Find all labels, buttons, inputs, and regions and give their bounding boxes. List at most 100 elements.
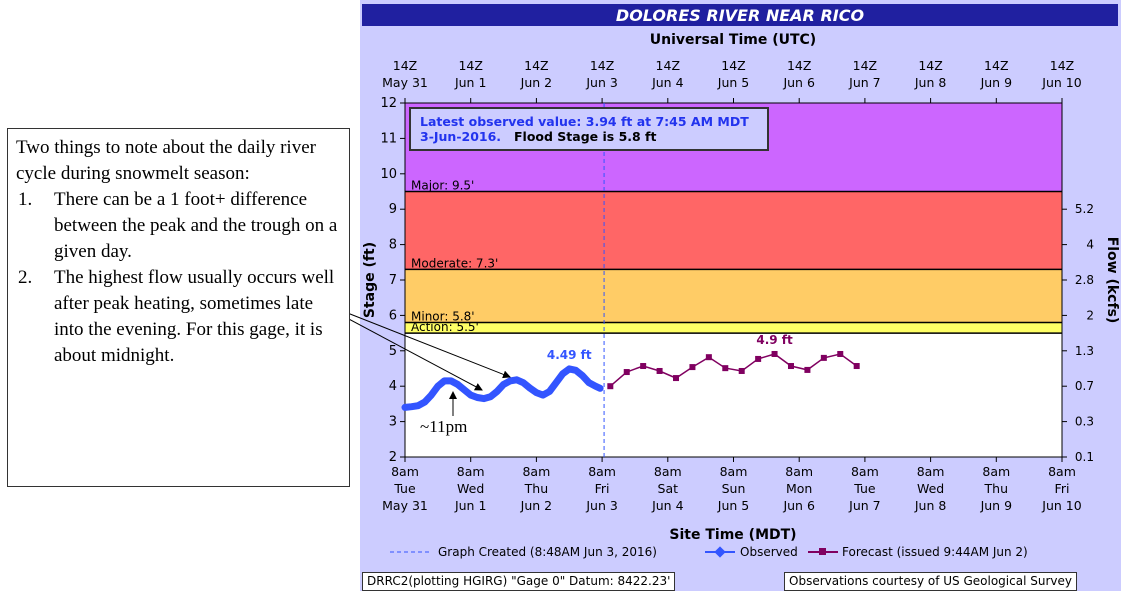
flood-label: Major: 9.5' — [411, 179, 474, 193]
x-tick-label: 8am Sun Jun 5 — [717, 464, 750, 513]
forecast-point — [673, 375, 680, 382]
observed-point — [592, 383, 599, 390]
observed-point — [500, 381, 507, 388]
forecast-point — [640, 363, 647, 370]
y-axis-title: Stage (ft) — [362, 242, 378, 318]
forecast-point — [722, 365, 729, 372]
y2-tick-label: 4 — [1086, 238, 1094, 252]
y2-tick-label: 1.3 — [1075, 344, 1094, 358]
x-tick-label: 8am Sat Jun 4 — [652, 464, 684, 513]
observed-point — [480, 395, 487, 402]
forecast-point — [689, 364, 696, 371]
observed-point — [566, 365, 573, 372]
flood-label: Moderate: 7.3' — [411, 256, 498, 270]
flood-band — [405, 269, 1062, 323]
observed-point — [428, 392, 435, 399]
chart-title: DOLORES RIVER NEAR RICO — [616, 6, 865, 25]
flood-label: Action: 5.5' — [411, 320, 479, 334]
info-flood: Flood Stage is 5.8 ft — [514, 129, 656, 144]
footer-right: Observations courtesy of US Geological S… — [784, 572, 1077, 591]
observed-point — [467, 392, 474, 399]
note-item: 2. The highest flow usually occurs well a… — [16, 265, 341, 369]
note-intro: Two things to note about the daily river… — [16, 137, 316, 184]
top-tick-label: 14Z Jun 4 — [652, 58, 684, 90]
observed-point — [408, 403, 415, 410]
observed-point — [526, 384, 533, 391]
legend-created: Graph Created (8:48AM Jun 3, 2016) — [438, 545, 657, 559]
forecast-point — [787, 363, 794, 370]
x-tick-label: 8am Thu Jun 9 — [980, 464, 1013, 513]
info-box — [409, 107, 769, 151]
observed-point — [546, 388, 553, 395]
observed-point — [507, 377, 514, 384]
info-line: Latest observed value: 3.94 ft at 7:45 A… — [420, 114, 749, 129]
y-tick-label: 4 — [389, 379, 397, 394]
y-tick-label: 12 — [380, 96, 397, 111]
observed-point — [434, 383, 441, 390]
forecast-point — [738, 367, 745, 374]
observed-point — [513, 376, 520, 383]
legend-forecast-marker — [819, 548, 826, 555]
observed-point — [474, 394, 481, 401]
forecast-point — [853, 363, 860, 370]
x-axis-title: Site Time (MDT) — [669, 527, 796, 543]
top-axis-title: Universal Time (UTC) — [650, 32, 816, 48]
observed-point — [487, 393, 494, 400]
peak-label: 4.9 ft — [756, 333, 793, 347]
observed-point — [572, 367, 579, 374]
note-marker: 2. — [18, 267, 33, 288]
top-tick-label: 14Z Jun 7 — [849, 58, 881, 90]
observed-point — [559, 370, 566, 377]
top-tick-label: 14Z Jun 5 — [717, 58, 750, 90]
x-tick-label: 8am Tue Jun 7 — [849, 464, 881, 513]
observed-point — [454, 381, 461, 388]
top-tick-label: 14Z Jun 10 — [1042, 58, 1082, 90]
x-tick-label: 8am Wed Jun 8 — [914, 464, 947, 513]
y-tick-label: 9 — [389, 202, 397, 217]
legend-observed-marker — [714, 546, 726, 558]
flood-band — [405, 322, 1062, 334]
note-marker: 1. — [18, 189, 33, 210]
x-tick-label: 8am Thu Jun 2 — [520, 464, 553, 513]
y2-tick-label: 0.7 — [1075, 379, 1094, 393]
forecast-point — [656, 367, 663, 374]
legend-forecast: Forecast (issued 9:44AM Jun 2) — [842, 545, 1028, 559]
forecast-point — [820, 354, 827, 361]
title-bar — [362, 4, 1118, 26]
time-label: ~11pm — [420, 417, 467, 436]
y-tick-label: 2 — [389, 450, 397, 465]
top-tick-label: 14Z Jun 9 — [980, 58, 1013, 90]
top-tick-label: 14Z Jun 3 — [586, 58, 618, 90]
y-tick-label: 11 — [380, 131, 397, 146]
note-text: The highest flow usually occurs well aft… — [54, 267, 335, 366]
legend-observed: Observed — [740, 545, 798, 559]
observed-point — [421, 399, 428, 406]
y-tick-label: 3 — [389, 415, 397, 430]
y2-tick-label: 0.3 — [1075, 415, 1094, 429]
forecast-point — [837, 350, 844, 357]
note-text: There can be a 1 foot+ difference betwee… — [54, 189, 338, 262]
observed-point — [533, 389, 540, 396]
y2-tick-label: 2.8 — [1075, 273, 1094, 287]
y2-tick-label: 0.1 — [1075, 450, 1094, 464]
x-tick-label: 8am Fri Jun 10 — [1042, 464, 1082, 513]
top-tick-label: 14Z Jun 6 — [783, 58, 815, 90]
info-date: 3-Jun-2016. — [420, 129, 501, 144]
observed-point — [415, 402, 422, 409]
forecast-point — [771, 350, 778, 357]
y2-axis-title: Flow (kcfs) — [1104, 237, 1120, 324]
flood-band — [405, 191, 1062, 270]
x-tick-label: 8am Wed Jun 1 — [454, 464, 487, 513]
forecast-point — [705, 354, 712, 361]
peak-label: 4.49 ft — [547, 348, 592, 362]
forecast-point — [623, 369, 630, 376]
footer-left: DRRC2(plotting HGIRG) "Gage 0" Datum: 84… — [362, 572, 676, 591]
x-tick-label: 8am Fri Jun 3 — [586, 464, 618, 513]
x-tick-label: 8am Tue May 31 — [382, 464, 428, 513]
arrow — [344, 311, 511, 379]
top-tick-label: 14Z Jun 8 — [914, 58, 947, 90]
y-tick-label: 8 — [389, 238, 397, 253]
observed-point — [461, 386, 468, 393]
